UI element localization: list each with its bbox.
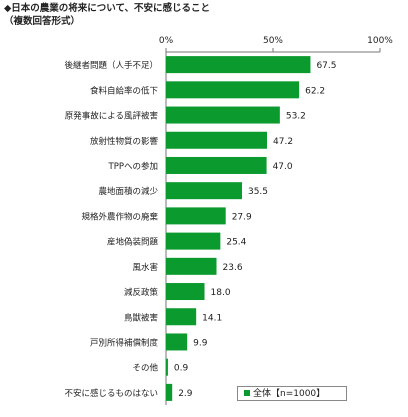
bar [166,182,242,200]
title-line-2: （複数回答形式） [4,16,81,27]
bar [166,207,226,225]
value-label: 25.4 [226,238,246,248]
bar [166,131,268,149]
value-label: 14.1 [202,313,222,323]
title-line-1: ◆日本の農業の将来について、不安に感じること [4,3,211,14]
value-label: 53.2 [286,112,306,122]
value-label: 27.9 [232,212,252,222]
category-label: 後継者問題（人手不足） [64,60,158,71]
bar [166,106,280,124]
category-label: 規格外農作物の廃棄 [81,211,158,222]
bar [166,81,300,99]
bar [166,232,221,250]
legend-label: 全体【n=1000】 [253,389,326,399]
value-label: 35.5 [248,187,268,197]
value-label: 62.2 [305,86,325,96]
legend-swatch [244,390,250,396]
bar [166,56,311,74]
x-tick-label: 50% [263,36,283,46]
category-label: 風水害 [132,262,158,273]
value-label: 9.9 [193,338,208,348]
category-label: 産地偽装問題 [107,237,159,248]
bar [166,283,205,301]
value-label: 18.0 [211,288,231,298]
bar [166,383,173,401]
value-label: 0.9 [174,364,189,374]
value-label: 23.6 [223,263,243,273]
category-label: TPPへの参加 [108,161,158,172]
x-tick-label: 0% [159,36,174,46]
bar [166,156,267,174]
category-label: 減反政策 [124,287,159,298]
x-tick-label: 100% [367,36,393,46]
category-label: その他 [132,363,158,374]
category-label: 戸別所得補償制度 [90,337,159,348]
category-label: 放射性物質の影響 [90,136,159,147]
value-label: 67.5 [316,61,336,71]
chart-title: ◆日本の農業の将来について、不安に感じること （複数回答形式） [4,2,210,28]
category-label: 原発事故による風評被害 [65,111,158,122]
bar [166,358,168,376]
value-label: 47.0 [273,162,293,172]
category-label: 鳥獣被害 [124,312,158,323]
value-label: 2.9 [178,389,193,399]
value-label: 47.2 [273,137,293,147]
category-label: 農地面積の減少 [98,186,158,197]
bar [166,308,197,326]
bar [166,257,217,275]
bar [166,333,188,351]
legend: 全体【n=1000】 [237,386,347,401]
category-label: 不安に感じるものはない [64,388,158,399]
category-label: 食料自給率の低下 [90,85,159,96]
